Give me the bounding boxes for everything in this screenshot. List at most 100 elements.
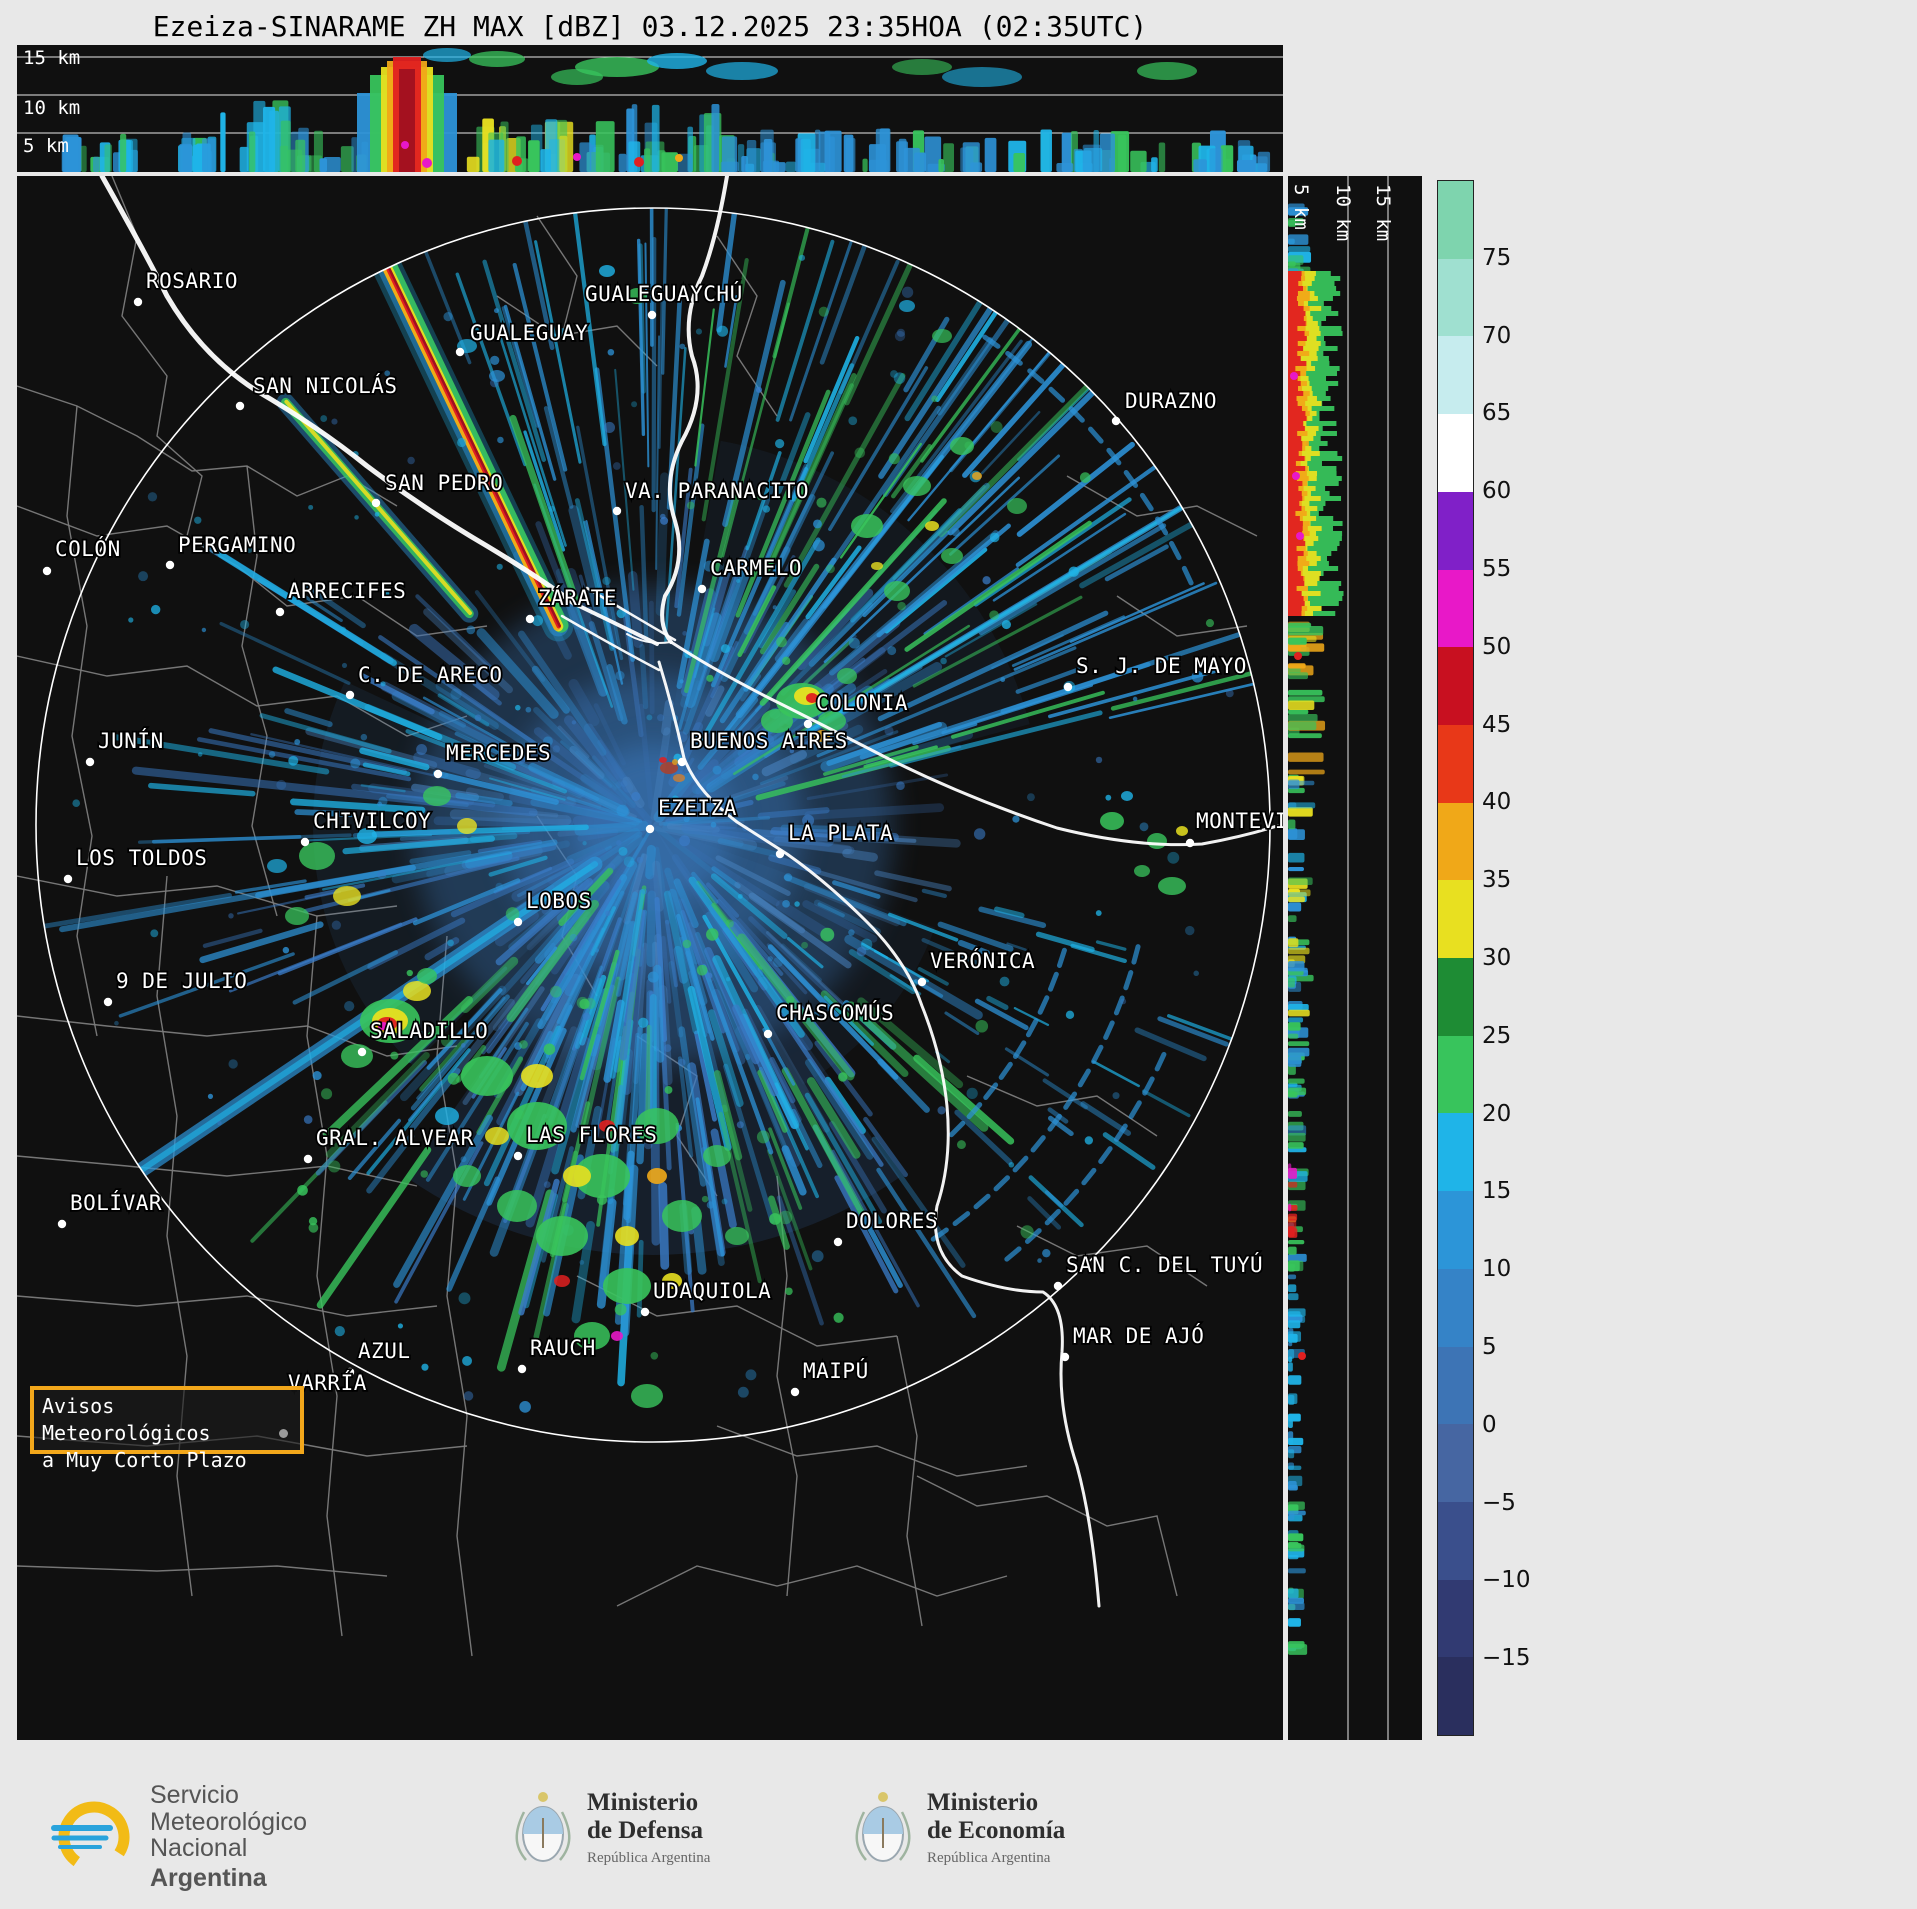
city-dot <box>833 1237 843 1247</box>
river <box>560 614 661 672</box>
economia-sub: República Argentina <box>927 1850 1051 1866</box>
city-dot <box>525 614 535 624</box>
city-dot <box>345 690 355 700</box>
echo-field <box>36 208 1270 1413</box>
colorbar-tick-label: 35 <box>1482 867 1512 894</box>
city-label: ARRECIFES <box>288 579 406 603</box>
economia-wordmark: Ministerio de Economía República Argenti… <box>927 1789 1065 1867</box>
economia-coat-of-arms-icon <box>855 1792 911 1862</box>
city-dot <box>85 757 95 767</box>
river <box>99 176 578 607</box>
axis-label-5km: 5 km <box>23 135 69 157</box>
admin-boundary <box>896 1335 923 1627</box>
colorbar-segment <box>1438 181 1473 259</box>
colorbar-segment <box>1438 1657 1473 1736</box>
colorbar-tick-label: 10 <box>1482 1256 1512 1283</box>
admin-boundary <box>17 655 468 737</box>
defensa-sub: República Argentina <box>587 1850 711 1866</box>
city-dot <box>1111 416 1121 426</box>
smn-line1: Servicio <box>150 1781 239 1809</box>
river <box>573 602 659 646</box>
city-label: LA PLATA <box>788 821 893 845</box>
city-dot <box>1053 1281 1063 1291</box>
city-dot <box>235 401 245 411</box>
colorbar-tick-label: 75 <box>1482 244 1512 271</box>
colorbar-tick-label: 50 <box>1482 633 1512 660</box>
admin-boundary <box>17 1015 458 1057</box>
city-label: SALADILLO <box>370 1019 488 1043</box>
admin-boundary <box>111 176 203 537</box>
cross-section-top-svg <box>17 48 1283 172</box>
colorbar-segment <box>1438 258 1473 337</box>
city-label: COLÓN <box>55 536 121 561</box>
city-label: MERCEDES <box>446 741 551 765</box>
colorbar-tick-label: 65 <box>1482 400 1512 427</box>
city-label: BOLÍVAR <box>70 1190 162 1215</box>
city-dot <box>133 297 143 307</box>
river <box>657 660 1101 1608</box>
smn-line3: Nacional <box>150 1834 248 1862</box>
city-label: VERÓNICA <box>930 948 1035 973</box>
city-dot <box>165 560 175 570</box>
admin-boundary <box>17 385 398 507</box>
ministerio-economia-branding: Ministerio de Economía República Argenti… <box>855 1788 1065 1868</box>
colorbar-segment <box>1438 1424 1473 1502</box>
axis-label-right-10km: 10 km <box>1332 184 1354 242</box>
axis-label-15km: 15 km <box>23 47 81 69</box>
city-label: BUENOS AIRES <box>690 729 848 753</box>
city-label: S. J. DE MAYO <box>1076 654 1247 678</box>
footer: Servicio Meteorológico Nacional Argentin… <box>0 1740 1917 1909</box>
city-dot <box>275 607 285 617</box>
city-label: PERGAMINO <box>178 533 296 557</box>
admin-boundary <box>241 465 278 917</box>
colorbar-segment <box>1438 569 1473 648</box>
defensa-line2: de Defensa <box>587 1817 703 1844</box>
warning-badge[interactable]: Avisos Meteorológicos a Muy Corto Plazo <box>30 1386 304 1472</box>
axis-label-right-15km: 15 km <box>1372 184 1394 242</box>
colorbar-segment <box>1438 1191 1473 1269</box>
city-label: CHASCOMÚS <box>776 1000 894 1025</box>
city-dot-icon <box>279 1429 288 1438</box>
colorbar-tick-label: 5 <box>1482 1334 1497 1360</box>
river <box>626 633 672 644</box>
smn-wordmark: Servicio Meteorológico Nacional Argentin… <box>150 1782 307 1891</box>
colorbar-segment <box>1438 724 1473 803</box>
city-dot <box>647 310 657 320</box>
colorbar-tick-label: 45 <box>1482 711 1512 738</box>
city-label: DURAZNO <box>1125 389 1217 413</box>
page-title: Ezeiza-SINARAME ZH MAX [dBZ] 03.12.2025 … <box>152 10 1148 43</box>
colorbar-segment <box>1438 1579 1473 1658</box>
admin-boundary <box>66 405 98 1037</box>
city-label: COLONIA <box>816 691 908 715</box>
city-dot <box>513 917 523 927</box>
city-label: CARMELO <box>710 556 802 580</box>
city-dot <box>645 824 655 834</box>
colorbar-tick-label: −10 <box>1482 1567 1531 1594</box>
colorbar <box>1437 180 1474 1736</box>
colorbar-labels: 75 70 65 60 55 50 45 40 35 30 25 20 15 10 5 0 −5 −10 −15 <box>1482 180 1562 1736</box>
city-label: VA. PARANACITO <box>625 479 809 503</box>
cross-section-right-panel: 5 km 10 km 15 km <box>1288 176 1422 1740</box>
city-dot <box>517 1364 527 1374</box>
colorbar-segment <box>1438 1346 1473 1425</box>
admin-boundary <box>536 215 578 337</box>
city-dot <box>697 584 707 594</box>
colorbar-tick-label: 60 <box>1482 478 1512 505</box>
city-label: DOLORES <box>846 1209 938 1233</box>
city-dot <box>303 1154 313 1164</box>
city-dot <box>63 874 73 884</box>
city-dot <box>640 1307 650 1317</box>
smn-line2: Meteorológico <box>150 1807 308 1836</box>
admin-boundary <box>17 1155 418 1187</box>
city-label: SAN NICOLÁS <box>253 373 398 398</box>
defensa-line1: Ministerio <box>587 1789 699 1816</box>
admin-boundary <box>1016 1225 1208 1287</box>
city-dot <box>763 1029 773 1039</box>
city-label: C. DE ARECO <box>358 663 503 687</box>
city-dot <box>357 1047 367 1057</box>
colorbar-segment <box>1438 1035 1473 1114</box>
city-label: CHIVILCOY <box>313 809 431 833</box>
city-label: SAN PEDRO <box>385 471 503 495</box>
city-label: MONTEVIDEO <box>1196 809 1283 833</box>
